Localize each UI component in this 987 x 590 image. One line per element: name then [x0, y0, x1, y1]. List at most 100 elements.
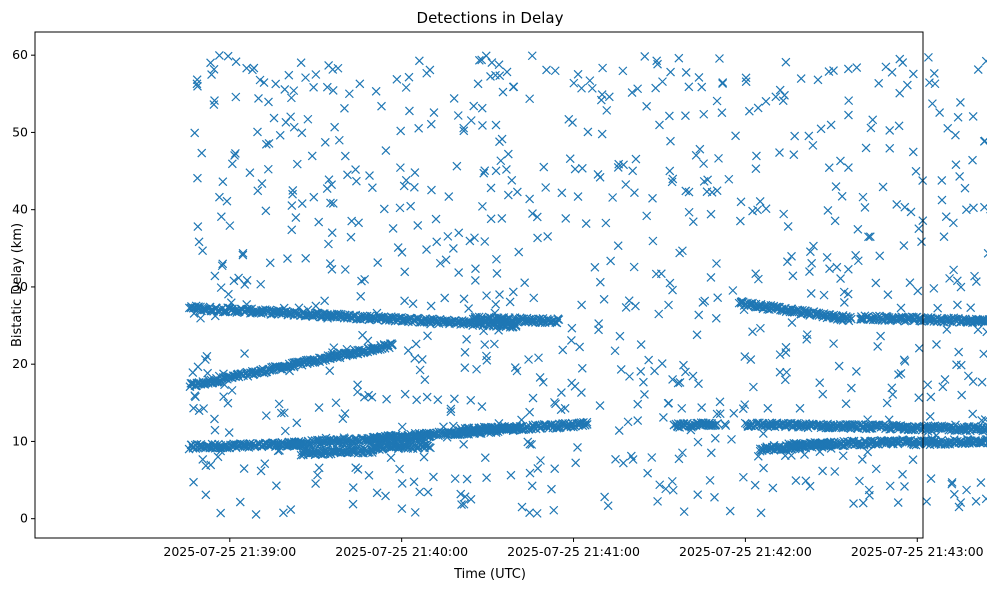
noise-point: [261, 139, 271, 149]
noise-point: [715, 397, 725, 407]
noise-point: [684, 187, 694, 197]
noise-point: [313, 470, 322, 480]
noise-point: [943, 123, 953, 133]
noise-point: [352, 439, 362, 449]
noise-point: [633, 399, 643, 409]
noise-point: [279, 362, 289, 371]
noise-point: [608, 193, 618, 202]
noise-point: [420, 375, 430, 385]
noise-point: [953, 112, 963, 122]
noise-point: [410, 353, 420, 363]
noise-point: [815, 309, 825, 319]
noise-point: [623, 417, 633, 427]
noise-point: [805, 481, 815, 491]
noise-point: [264, 139, 274, 148]
noise-point: [753, 451, 763, 461]
noise-point: [322, 184, 332, 193]
noise-point: [643, 468, 653, 478]
noise-point: [970, 271, 979, 281]
noise-point: [717, 108, 727, 118]
noise-point: [477, 55, 487, 65]
noise-point: [297, 199, 307, 209]
noise-point: [381, 491, 390, 501]
noise-point: [674, 454, 684, 464]
noise-point: [658, 77, 667, 87]
noise-point: [843, 64, 853, 74]
noise-point: [684, 207, 694, 217]
noise-point: [807, 258, 817, 268]
noise-point: [275, 445, 284, 455]
noise-point: [846, 383, 856, 393]
noise-point: [525, 508, 535, 518]
noise-point: [826, 444, 836, 453]
noise-point: [590, 262, 600, 272]
noise-point: [373, 258, 383, 268]
noise-point: [800, 450, 809, 460]
noise-point: [409, 182, 419, 192]
noise-point: [699, 159, 709, 169]
noise-point: [397, 504, 407, 514]
noise-point: [322, 82, 332, 92]
noise-point: [706, 272, 716, 282]
noise-point: [711, 313, 721, 323]
noise-point: [206, 460, 216, 470]
noise-point: [538, 377, 548, 387]
noise-point: [668, 485, 678, 495]
noise-point: [353, 380, 363, 390]
noise-point: [242, 300, 252, 309]
noise-point: [190, 128, 200, 138]
noise-point: [822, 252, 832, 262]
noise-point: [328, 86, 338, 95]
noise-point: [392, 74, 402, 84]
noise-point: [636, 367, 646, 376]
noise-point: [621, 180, 631, 189]
noise-point: [673, 378, 683, 388]
noise-point: [255, 75, 265, 85]
noise-point: [457, 500, 466, 510]
noise-point: [939, 232, 949, 242]
noise-point: [459, 123, 469, 133]
noise-point: [214, 51, 224, 60]
noise-point: [894, 121, 904, 131]
noise-point: [340, 103, 349, 113]
noise-point: [836, 156, 845, 166]
noise-point: [675, 378, 685, 387]
noise-point: [210, 271, 220, 281]
noise-point: [780, 375, 790, 385]
noise-point: [441, 255, 451, 265]
noise-point: [750, 480, 760, 490]
noise-point: [486, 214, 496, 224]
noise-point: [210, 443, 220, 453]
y-axis-label: Bistatic Delay (km): [10, 223, 25, 347]
noise-point: [501, 165, 511, 174]
noise-point: [951, 420, 960, 430]
noise-point: [664, 300, 673, 310]
track-point: [388, 340, 397, 350]
noise-point: [225, 221, 235, 231]
noise-point: [459, 294, 469, 304]
noise-point: [192, 79, 202, 89]
noise-point: [927, 434, 937, 444]
noise-point: [693, 490, 703, 500]
noise-point: [956, 282, 966, 292]
noise-point: [968, 155, 977, 165]
noise-point: [951, 160, 961, 170]
noise-point: [224, 289, 233, 299]
noise-point: [539, 162, 549, 172]
noise-point: [941, 212, 951, 222]
noise-point: [573, 442, 582, 452]
noise-point: [838, 451, 848, 461]
noise-point: [866, 123, 876, 133]
track-point: [401, 315, 411, 325]
noise-point: [849, 436, 859, 446]
noise-point: [738, 472, 748, 482]
noise-point: [423, 487, 433, 497]
noise-point: [328, 198, 338, 208]
noise-point: [199, 404, 209, 413]
noise-point: [780, 90, 789, 100]
noise-point: [200, 355, 210, 364]
noise-point: [598, 63, 608, 73]
noise-point: [851, 250, 861, 260]
noise-point: [949, 489, 959, 499]
noise-point: [834, 361, 844, 371]
